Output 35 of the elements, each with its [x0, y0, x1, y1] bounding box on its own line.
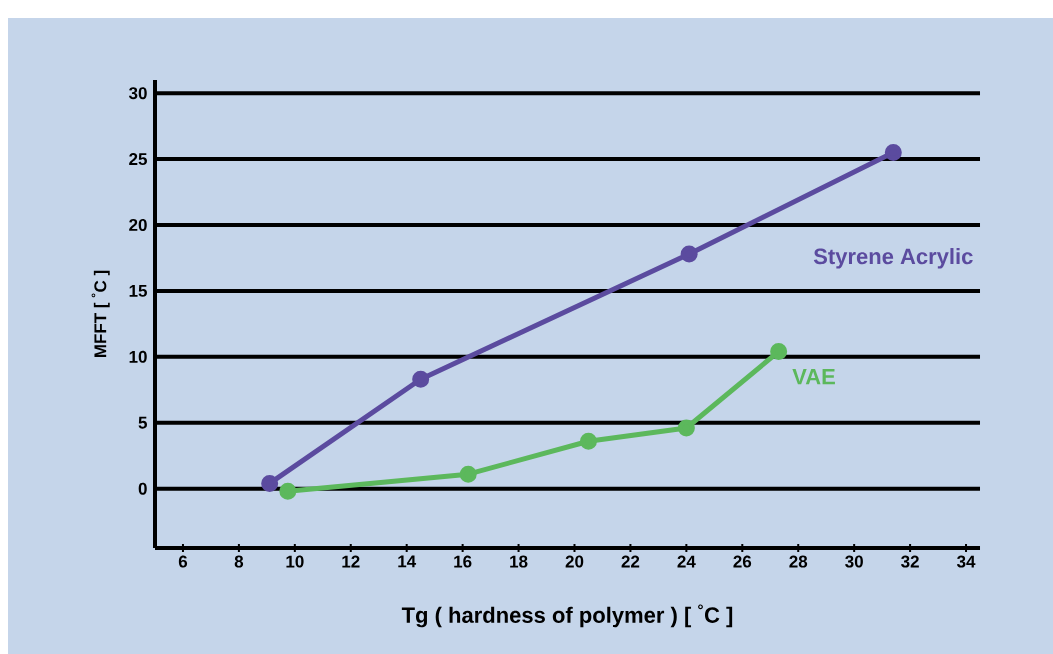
- y-tick-label: 5: [138, 416, 147, 429]
- x-axis-title: Tg ( hardness of polymer ) [ $^{°}$C ]: [401, 604, 733, 628]
- x-tick-label: 22: [621, 555, 640, 568]
- x-tick-label: 32: [901, 555, 919, 568]
- point: [770, 343, 788, 361]
- x-tick-label: 16: [454, 555, 472, 568]
- x-tick-label: 24: [677, 555, 696, 568]
- x-tick-label: 26: [733, 555, 752, 568]
- x-tick-label: 30: [845, 555, 863, 568]
- x-tick-label: 8: [234, 555, 244, 568]
- y-tick-label: 0: [138, 482, 147, 495]
- y-tick-label: 25: [129, 153, 147, 166]
- x-tick-label: 12: [342, 555, 360, 568]
- y-tick-label: 30: [128, 87, 147, 100]
- y-tick-label: 10: [129, 350, 147, 363]
- x-tick-label: 6: [178, 555, 188, 568]
- x-tick-label: 20: [565, 555, 584, 568]
- point: [884, 144, 902, 161]
- point: [261, 474, 279, 492]
- series-label: VAE: [792, 369, 835, 385]
- x-tick-label: 18: [510, 555, 528, 568]
- x-tick-label: 14: [398, 555, 417, 568]
- point: [412, 370, 430, 388]
- point: [677, 419, 695, 437]
- text: Styrene Acrylic: [813, 248, 973, 269]
- x-tick-label: 34: [956, 555, 976, 568]
- y-tick-label: 20: [129, 218, 147, 232]
- point: [579, 432, 597, 450]
- x-tick-label: 28: [789, 555, 808, 568]
- point: [459, 465, 477, 483]
- point: [680, 245, 698, 263]
- y-tick-label: 15: [129, 284, 147, 297]
- x-tick-label: 10: [286, 555, 304, 568]
- point: [279, 482, 297, 500]
- y-axis-title: MFFT [ $^{°}$C ]: [91, 270, 110, 358]
